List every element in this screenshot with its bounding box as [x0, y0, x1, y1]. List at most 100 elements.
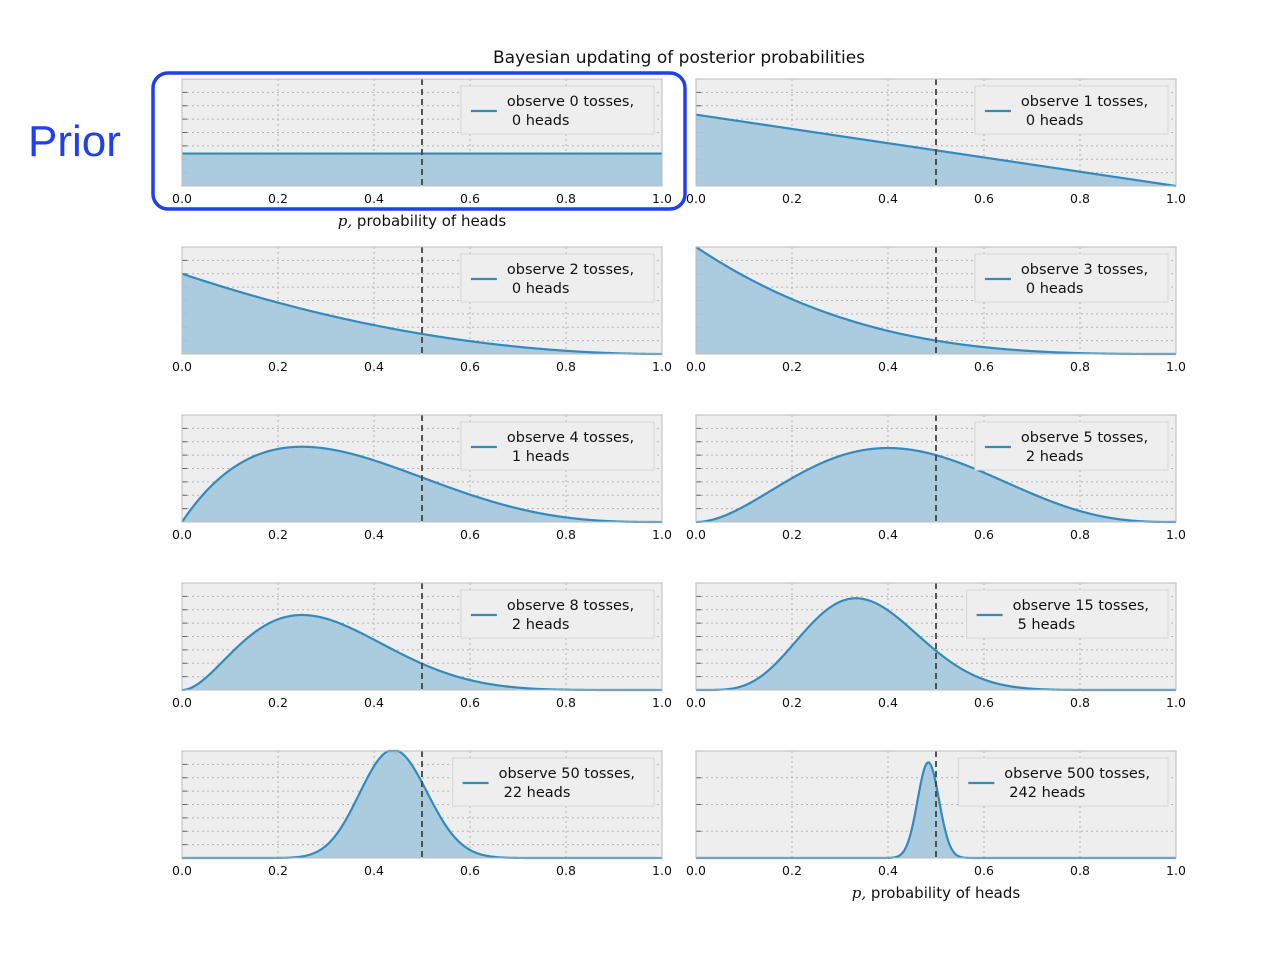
axes-frame — [695, 750, 1177, 859]
posterior-area — [696, 598, 1176, 690]
x-tick-label: 0.0 — [686, 863, 706, 878]
x-tick-label: 0.0 — [172, 863, 192, 878]
legend: observe 1 tosses, 0 heads — [974, 85, 1169, 135]
subplot-9: 0.0 0.2 0.4 0.6 0.8 1.0 observe 50 tosses, 22 h… — [172, 749, 672, 878]
subplot-10: 0.0 0.2 0.4 0.6 0.8 1.0 observe 500 tosses, 242… — [686, 750, 1186, 902]
legend: observe 0 tosses, 0 heads — [460, 85, 655, 135]
legend-label-line1: observe 1 tosses, — [1021, 94, 1148, 110]
x-axis-label-text: probability of heads — [352, 212, 506, 230]
x-tick-label: 1.0 — [652, 527, 672, 542]
x-tick-label: 1.0 — [1166, 359, 1186, 374]
x-tick-label: 0.4 — [364, 359, 384, 374]
legend: observe 50 tosses, 22 heads — [452, 757, 655, 807]
legend-box — [974, 421, 1169, 471]
legend-label-line1: observe 4 tosses, — [507, 430, 634, 446]
axes-frame — [181, 582, 663, 691]
x-tick-label: 1.0 — [652, 695, 672, 710]
legend: observe 5 tosses, 2 heads — [974, 421, 1169, 471]
axes-frame — [695, 78, 1177, 187]
x-tick-label: 0.6 — [974, 359, 994, 374]
subplot-4: 0.0 0.2 0.4 0.6 0.8 1.0 observe 3 tosses, 0 hea… — [686, 246, 1186, 374]
prior-annotation-label: Prior — [28, 117, 121, 166]
axes-frame — [181, 78, 663, 187]
x-tick-label: 0.6 — [974, 191, 994, 206]
legend-label-line1: observe 50 tosses, — [499, 766, 635, 782]
axes-frame — [695, 582, 1177, 691]
x-tick-label: 0.0 — [172, 191, 192, 206]
legend-label-line1: observe 15 tosses, — [1013, 598, 1149, 614]
legend-label-line1: observe 0 tosses, — [507, 94, 634, 110]
legend: observe 500 tosses, 242 heads — [957, 757, 1169, 807]
x-tick-label: 0.0 — [686, 359, 706, 374]
legend-label-line2: 0 heads — [512, 281, 570, 297]
legend: observe 15 tosses, 5 heads — [966, 589, 1169, 639]
x-tick-label: 0.0 — [686, 695, 706, 710]
x-tick-label: 0.4 — [364, 863, 384, 878]
x-tick-label: 0.0 — [686, 191, 706, 206]
posterior-area — [182, 615, 662, 690]
x-tick-label: 1.0 — [652, 359, 672, 374]
x-tick-label: 0.2 — [782, 191, 802, 206]
x-tick-label: 0.4 — [364, 191, 384, 206]
x-tick-label: 1.0 — [1166, 863, 1186, 878]
x-tick-label: 0.8 — [556, 527, 576, 542]
subplot-5: 0.0 0.2 0.4 0.6 0.8 1.0 observe 4 tosses, 1 hea… — [172, 414, 672, 542]
x-tick-label: 0.2 — [782, 863, 802, 878]
panels-group: 0.0 0.2 0.4 0.6 0.8 1.0 observe 0 tosses, 0 hea… — [172, 78, 1186, 902]
x-tick-label: 0.6 — [460, 695, 480, 710]
subplot-3: 0.0 0.2 0.4 0.6 0.8 1.0 observe 2 tosses, 0 hea… — [172, 246, 672, 374]
subplot-7: 0.0 0.2 0.4 0.6 0.8 1.0 observe 8 tosses, 2 hea… — [172, 582, 672, 710]
x-tick-label: 0.4 — [878, 695, 898, 710]
x-tick-label: 0.8 — [556, 863, 576, 878]
x-tick-label: 0.4 — [878, 191, 898, 206]
legend-label-line2: 2 heads — [1026, 449, 1084, 465]
x-tick-label: 0.8 — [556, 191, 576, 206]
x-tick-label: 0.2 — [268, 863, 288, 878]
x-tick-label: 0.6 — [974, 695, 994, 710]
x-tick-label: 0.0 — [172, 695, 192, 710]
chart-title: Bayesian updating of posterior probabili… — [493, 48, 865, 68]
legend-label-line2: 242 heads — [1009, 785, 1085, 801]
legend-label-line2: 2 heads — [512, 617, 570, 633]
x-tick-label: 0.6 — [974, 863, 994, 878]
x-tick-label: 0.4 — [364, 695, 384, 710]
legend-label-line1: observe 2 tosses, — [507, 262, 634, 278]
x-tick-label: 1.0 — [1166, 695, 1186, 710]
x-tick-label: 0.8 — [556, 695, 576, 710]
x-tick-label: 0.2 — [268, 359, 288, 374]
legend: observe 4 tosses, 1 heads — [460, 421, 655, 471]
legend-label-line2: 0 heads — [512, 113, 570, 129]
x-tick-label: 0.0 — [172, 359, 192, 374]
x-axis-label: p, probability of heads — [338, 212, 507, 230]
subplot-6: 0.0 0.2 0.4 0.6 0.8 1.0 observe 5 tosses, 2 hea… — [686, 414, 1186, 542]
x-axis-label-symbol: p, — [338, 212, 352, 230]
x-tick-label: 0.6 — [460, 191, 480, 206]
x-tick-label: 0.2 — [782, 527, 802, 542]
x-tick-label: 0.4 — [878, 863, 898, 878]
x-tick-label: 0.6 — [460, 527, 480, 542]
posterior-area — [182, 446, 662, 522]
x-tick-label: 0.4 — [878, 527, 898, 542]
posterior-area — [696, 247, 1176, 354]
axes-frame — [181, 246, 663, 355]
legend-label-line2: 1 heads — [512, 449, 570, 465]
legend-label-line1: observe 8 tosses, — [507, 598, 634, 614]
subplot-2: 0.0 0.2 0.4 0.6 0.8 1.0 observe 1 tosses, 0 hea… — [686, 78, 1186, 206]
x-axis-label-symbol: p, — [852, 884, 866, 902]
x-tick-label: 0.6 — [460, 863, 480, 878]
x-tick-label: 0.2 — [782, 695, 802, 710]
posterior-area — [182, 273, 662, 354]
x-tick-label: 0.2 — [268, 527, 288, 542]
subplot-1: 0.0 0.2 0.4 0.6 0.8 1.0 observe 0 tosses, 0 hea… — [172, 78, 672, 230]
x-tick-label: 0.8 — [556, 359, 576, 374]
legend: observe 3 tosses, 0 heads — [974, 253, 1169, 303]
legend-label-line1: observe 3 tosses, — [1021, 262, 1148, 278]
x-axis-label: p, probability of heads — [852, 884, 1021, 902]
x-tick-label: 0.4 — [878, 359, 898, 374]
legend-label-line1: observe 5 tosses, — [1021, 430, 1148, 446]
x-tick-label: 1.0 — [1166, 527, 1186, 542]
axes-frame — [695, 246, 1177, 355]
prior-highlight-box — [151, 71, 687, 211]
legend-label-line2: 5 heads — [1018, 617, 1076, 633]
